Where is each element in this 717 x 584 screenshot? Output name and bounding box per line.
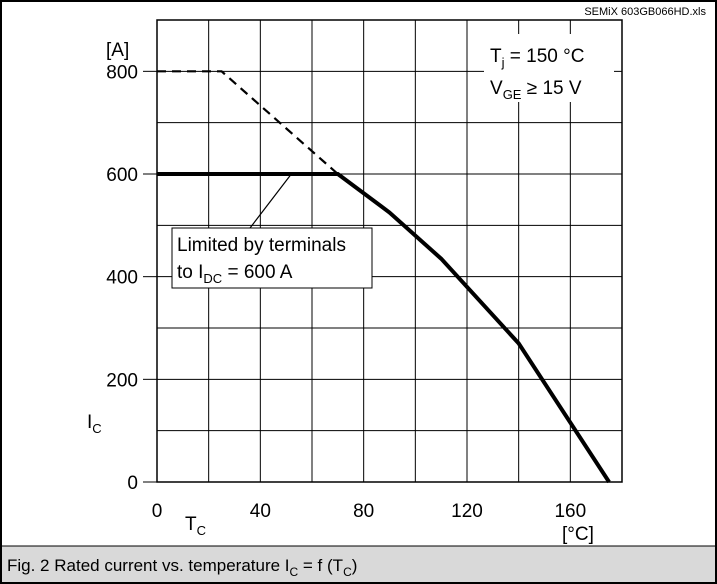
y-axis-ticks: 0 200 400 600 800 <box>106 62 157 494</box>
x-axis-ticks: 0 40 80 120 160 <box>152 501 586 522</box>
x-axis-unit: [°C] <box>562 524 594 545</box>
x-axis-label: TC <box>185 514 206 538</box>
x-tick-label: 80 <box>353 501 374 522</box>
source-file-label: SEMiX 603GB066HD.xls <box>584 6 706 18</box>
x-tick-label: 120 <box>451 501 483 522</box>
condition-tj: Tj = 150 °C <box>490 46 584 70</box>
annotation-line-2: to IDC = 600 A <box>177 262 293 286</box>
x-tick-label: 0 <box>152 501 163 522</box>
y-tick-label: 0 <box>127 473 138 494</box>
y-tick-label: 800 <box>106 62 138 83</box>
series <box>157 70 611 484</box>
series-line-dashed <box>157 70 339 175</box>
y-tick-label: 600 <box>106 165 138 186</box>
y-tick-label: 400 <box>106 268 138 289</box>
annotation-box <box>171 227 373 289</box>
series-line-solid <box>157 172 611 484</box>
x-tick-label: 160 <box>554 501 586 522</box>
y-axis-label: IC <box>87 412 102 436</box>
conditions-box <box>484 34 614 102</box>
figure-caption: Fig. 2 Rated current vs. temperature IC … <box>7 556 357 579</box>
x-tick-label: 40 <box>250 501 271 522</box>
y-tick-label: 200 <box>106 370 138 391</box>
y-axis-unit: [A] <box>106 40 129 61</box>
caption-bar <box>2 546 715 582</box>
annotation-line-1: Limited by terminals <box>177 235 346 256</box>
condition-vge: VGE ≥ 15 V <box>490 78 582 102</box>
plot-area <box>156 19 623 483</box>
annotation-leader-line <box>249 173 292 229</box>
